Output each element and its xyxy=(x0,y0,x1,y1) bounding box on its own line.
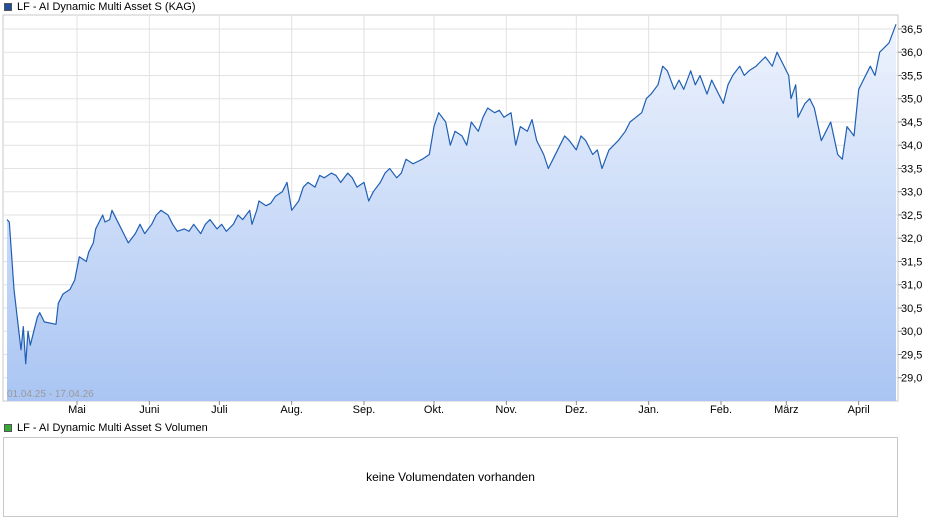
y-tick-label: 29,0 xyxy=(901,373,922,385)
x-tick-label: Juli xyxy=(211,404,228,416)
price-legend: LF - AI Dynamic Multi Asset S (KAG) xyxy=(4,0,196,14)
price-area-fill xyxy=(7,24,896,402)
y-tick-label: 35,0 xyxy=(901,94,922,106)
volume-legend: LF - AI Dynamic Multi Asset S Volumen xyxy=(4,421,208,435)
y-tick-label: 30,0 xyxy=(901,326,922,338)
y-tick-label: 34,5 xyxy=(901,117,922,129)
y-tick-label: 36,5 xyxy=(901,24,922,36)
x-tick-label: Juni xyxy=(139,404,159,416)
x-tick-label: Okt. xyxy=(424,404,444,416)
x-tick-label: April xyxy=(848,404,870,416)
y-tick-label: 33,0 xyxy=(901,187,922,199)
price-series-line xyxy=(6,24,897,365)
date-range-label: 01.04.25 - 17.04.26 xyxy=(7,389,94,400)
y-tick-label: 32,0 xyxy=(901,233,922,245)
y-tick-label: 35,5 xyxy=(901,70,922,82)
y-tick-label: 32,5 xyxy=(901,210,922,222)
volume-panel: keine Volumendaten vorhanden xyxy=(3,437,898,517)
x-tick-label: Sep. xyxy=(353,404,376,416)
y-tick-label: 33,5 xyxy=(901,163,922,175)
price-chart: ARIVA.DE29,029,530,030,531,031,532,032,5… xyxy=(2,14,922,416)
x-tick-label: Dez. xyxy=(565,404,588,416)
x-tick-label: Feb. xyxy=(710,404,732,416)
y-tick-label: 36,0 xyxy=(901,47,922,59)
y-tick-label: 31,0 xyxy=(901,280,922,292)
x-tick-label: März xyxy=(774,404,798,416)
volume-legend-swatch xyxy=(4,424,12,432)
y-tick-label: 30,5 xyxy=(901,303,922,315)
x-tick-label: Aug. xyxy=(280,404,303,416)
x-tick-label: Mai xyxy=(68,404,86,416)
price-legend-swatch xyxy=(4,3,12,11)
y-tick-label: 31,5 xyxy=(901,256,922,268)
x-tick-label: Nov. xyxy=(495,404,517,416)
x-tick-label: Jan. xyxy=(638,404,659,416)
no-volume-message: keine Volumendaten vorhanden xyxy=(366,470,535,484)
y-tick-label: 29,5 xyxy=(901,349,922,361)
price-legend-label: LF - AI Dynamic Multi Asset S (KAG) xyxy=(17,1,196,13)
y-tick-label: 34,0 xyxy=(901,140,922,152)
volume-legend-label: LF - AI Dynamic Multi Asset S Volumen xyxy=(17,422,208,434)
